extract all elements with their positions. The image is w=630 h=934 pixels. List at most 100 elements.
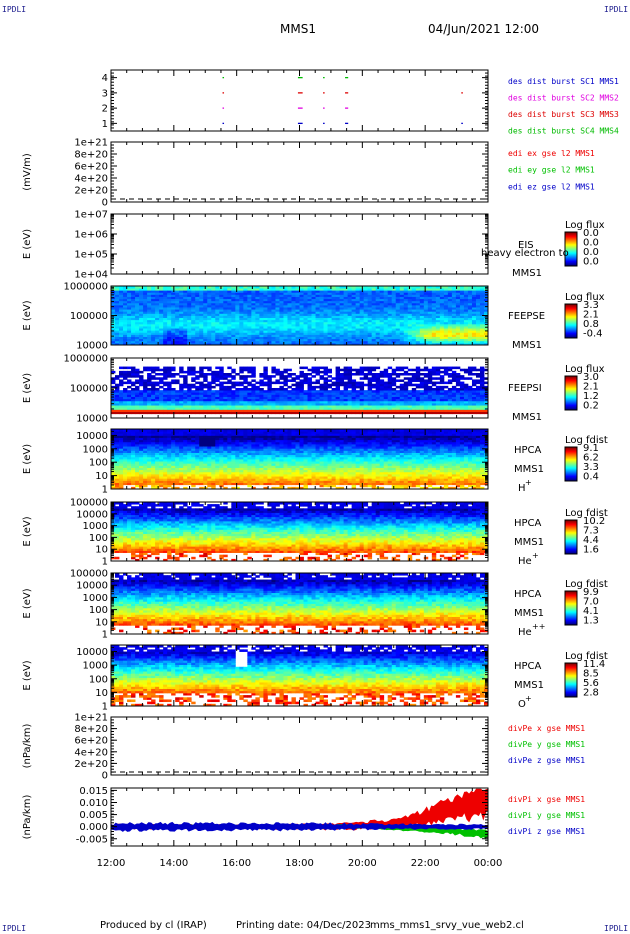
panel-feepsi-cell [211,398,216,402]
panel-feepse-cell [299,302,304,306]
panel-feepse-cell [251,298,256,302]
panel-feepse-cell [239,321,244,325]
panel-feepse-cell [379,328,385,331]
panel-feepse-cell [475,334,481,337]
panel-feepse-cell [467,326,473,329]
panel-feepse-cell [419,330,425,333]
panel-feepse-cell [203,292,208,295]
panel-feepse-cell [387,288,393,291]
panel-feepse-cell [403,294,409,297]
panel-feepse-cell [199,307,204,310]
panel-feepse-cell [275,309,280,312]
panel-feepsi-cell [455,388,461,391]
panel-feepsi-cell [167,398,172,402]
panel-feepsi-cell [371,383,377,387]
panel-feepse-cell [363,317,369,321]
panel-feepse-cell [203,313,208,316]
panel-feepse-cell [311,328,316,331]
panel-feepse-cell [419,319,425,323]
panel-feepse-cell [159,286,164,289]
panel-feepsi-cell [219,398,224,402]
panel-feepse-cell [435,330,441,333]
panel-feepse-cell [475,298,481,302]
panel-feepsi-cell [263,366,268,370]
panel-feepsi-cell [239,407,244,410]
panel-feepse-cell [275,323,280,327]
panel-feepse-cell [115,330,120,333]
panel-feepsi-cell [331,377,336,380]
panel-feepse-cell [167,304,172,308]
panel-feepse-cell [359,326,365,329]
panel-feepse-cell [359,315,365,319]
panel-feepsi-cell [123,411,128,415]
panel-feepse-ytick-label: 100000 [70,311,108,322]
panel-feepsi-cell [127,405,132,408]
panel-feepse-cell [471,300,477,304]
panel-feepse-cell [275,328,280,331]
panel-feepse-cell [111,330,116,333]
panel-feepsi-cell [179,370,184,374]
panel-feepsi-cell [407,377,413,380]
panel-feepse-cell [431,319,437,323]
panel-feepsi-cell [139,381,144,385]
panel-feepse-cell [387,294,393,297]
panel-feepsi-cell [131,409,136,412]
panel-feepse-cell [419,342,425,346]
panel-feepse-cell [267,288,272,291]
panel-feepsi-cell [211,407,216,410]
panel-feepse-cell [175,317,180,321]
panel-feepsi-cell [131,370,136,374]
panel-feepse-cell [191,332,196,335]
panel-feepse-cell [263,294,268,297]
panel-feepsi-cell [143,392,148,395]
panel-feepse-cell [439,323,445,327]
panel-feepsi-cell [191,407,196,410]
panel-feepsi-cell [355,390,361,393]
panel-feepse-cell [215,307,220,310]
panel-feepse-cell [263,328,268,331]
panel-eis-colorbar-cell [565,261,577,263]
panel-feepsi-cell [127,398,132,402]
panel-feepse-cell [303,309,308,312]
panel-feepse-cell [307,334,312,337]
panel-feepse-cell [483,302,489,306]
panel-feepse-cell [311,330,316,333]
panel-feepse-cell [467,304,473,308]
panel-feepse-cell [267,330,272,333]
panel-feepse-cell [295,311,300,314]
panel-feepse-cell [251,342,256,346]
panel-feepsi-cell [147,375,152,378]
panel-feepse-cell [187,307,192,310]
panel-feepse-cell [267,315,272,319]
panel-feepse-cell [367,321,373,325]
panel-feepse-cell [131,304,136,308]
panel-feepse-cell [467,288,473,291]
panel-feepse-cell [187,321,192,325]
panel-feepse-cell [427,290,433,293]
panel-feepsi-cell [111,385,116,389]
panel-feepse-cell [455,317,461,321]
panel-feepse-cell [343,296,349,300]
panel-feepsi-cell [135,394,140,397]
panel-feepse-cell [263,300,268,304]
panel-feepse-cell [295,334,300,337]
panel-feepsi-cell [203,366,208,370]
panel-feepsi-cell [139,409,144,412]
panel-feepse-cell [211,315,216,319]
panel-feepse-cell [287,304,292,308]
panel-feepse-cell [339,342,345,346]
panel-feepsi-cell [167,392,172,395]
panel-feepse-cell [183,313,188,316]
panel-feepsi-cell [387,373,393,376]
panel-feepsi-cell [255,385,260,389]
panel-feepse-cell [271,296,276,300]
panel-feepsi-cell [171,400,176,404]
panel-feepsi-cell [191,411,196,415]
panel-feepsi-cell [139,370,144,374]
panel-feepse-cell [255,307,260,310]
panel-feepse-cell [299,323,304,327]
panel-feepse-cell [435,294,441,297]
panel-feepsi-cell [199,381,204,385]
panel-feepsi-cell [355,381,361,385]
panel-feepse-cell [291,319,296,323]
